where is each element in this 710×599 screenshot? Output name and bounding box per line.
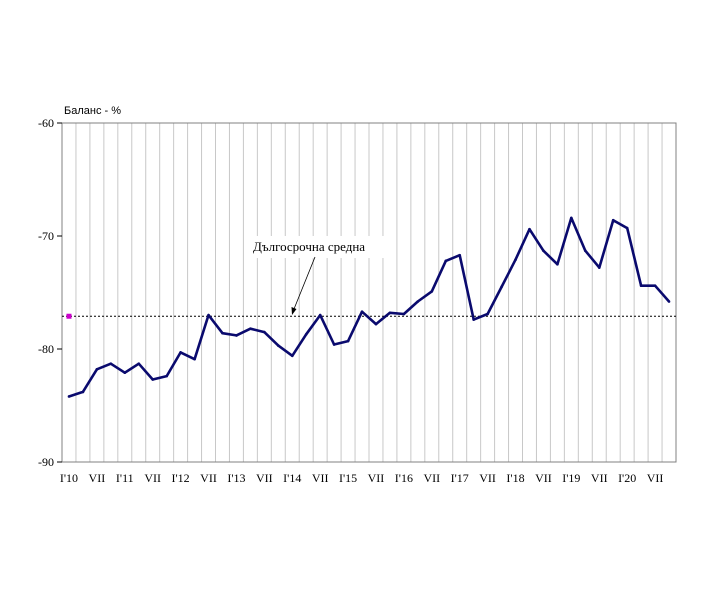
data-point: [500, 285, 503, 289]
data-point: [583, 249, 587, 252]
x-tick-label: I'17: [451, 471, 469, 485]
data-point: [318, 313, 322, 317]
x-tick-label: I'10: [60, 471, 78, 485]
y-tick-label: -90: [38, 455, 54, 469]
x-tick-label: I'20: [618, 471, 636, 485]
data-point: [486, 312, 489, 316]
x-tick-label: I'11: [116, 471, 134, 485]
data-point: [514, 258, 517, 262]
series-layer: [67, 216, 671, 398]
data-point: [388, 311, 392, 315]
plot-area-border: [61, 122, 677, 463]
long-term-average-marker: [66, 313, 72, 319]
annotation-text: Дългосрочна средна: [253, 239, 365, 254]
annotation: Дългосрочна средна: [244, 236, 384, 315]
data-point: [290, 354, 294, 358]
data-point: [137, 362, 141, 365]
x-axis-ticks: I'10 VII I'11 VII I'12 VII I'13 VII I'14 VII I'15 V…: [60, 471, 664, 485]
data-point: [402, 312, 406, 316]
x-tick-label: I'14: [283, 471, 301, 485]
data-point: [109, 362, 113, 365]
x-tick-label: I'12: [172, 471, 190, 485]
data-point: [221, 331, 224, 335]
x-tick-label: VII: [312, 471, 329, 485]
data-point: [235, 334, 238, 337]
data-point: [458, 253, 462, 257]
data-point: [570, 216, 573, 220]
data-point: [263, 330, 266, 334]
x-tick-label: VII: [89, 471, 106, 485]
data-point: [611, 218, 615, 222]
x-tick-label: I'15: [339, 471, 357, 485]
x-tick-label: VII: [423, 471, 440, 485]
data-point: [332, 343, 336, 346]
data-point: [67, 395, 71, 398]
data-point: [276, 344, 280, 347]
data-point: [374, 322, 378, 326]
x-tick-label: I'16: [395, 471, 413, 485]
x-tick-label: VII: [200, 471, 217, 485]
data-point: [193, 357, 196, 361]
data-point: [346, 339, 350, 343]
data-point: [444, 259, 448, 263]
x-tick-label: I'18: [506, 471, 524, 485]
x-tick-label: VII: [535, 471, 552, 485]
data-point: [304, 333, 308, 336]
data-point: [360, 310, 364, 314]
annotation-box: [244, 236, 384, 258]
data-point: [151, 378, 155, 381]
data-point: [667, 300, 671, 303]
x-tick-label: VII: [368, 471, 385, 485]
series-line: [68, 216, 670, 398]
x-tick-label: VII: [479, 471, 496, 485]
x-tick-label: VII: [256, 471, 273, 485]
y-tick-label: -60: [38, 116, 54, 130]
data-point: [207, 313, 210, 317]
data-point: [556, 262, 559, 266]
data-point: [81, 390, 85, 394]
data-point: [542, 249, 545, 252]
data-point: [179, 351, 182, 354]
data-point: [653, 284, 657, 288]
data-point: [165, 374, 168, 378]
y-axis-label: Баланс - %: [64, 105, 121, 117]
data-point: [430, 290, 434, 293]
x-tick-label: I'13: [227, 471, 245, 485]
annotation-arrow-line: [293, 256, 316, 310]
data-point: [249, 327, 252, 330]
y-axis-ticks: -60 -70 -80 -90: [38, 116, 62, 469]
x-tick-label: I'19: [562, 471, 580, 485]
long-term-average-layer: [62, 313, 676, 319]
data-point: [123, 371, 127, 375]
y-tick-label: -70: [38, 229, 54, 243]
x-tick-label: VII: [647, 471, 664, 485]
data-point: [625, 226, 629, 230]
data-point: [416, 300, 420, 303]
x-tick-label: VII: [144, 471, 161, 485]
data-point: [95, 368, 99, 371]
x-tick-label: VII: [591, 471, 608, 485]
data-point: [472, 318, 475, 321]
grid-lines: [75, 123, 663, 462]
annotation-arrowhead: [291, 307, 297, 315]
y-tick-label: -80: [38, 342, 54, 356]
data-point: [597, 266, 601, 269]
data-point: [528, 227, 531, 231]
data-point: [639, 284, 643, 288]
